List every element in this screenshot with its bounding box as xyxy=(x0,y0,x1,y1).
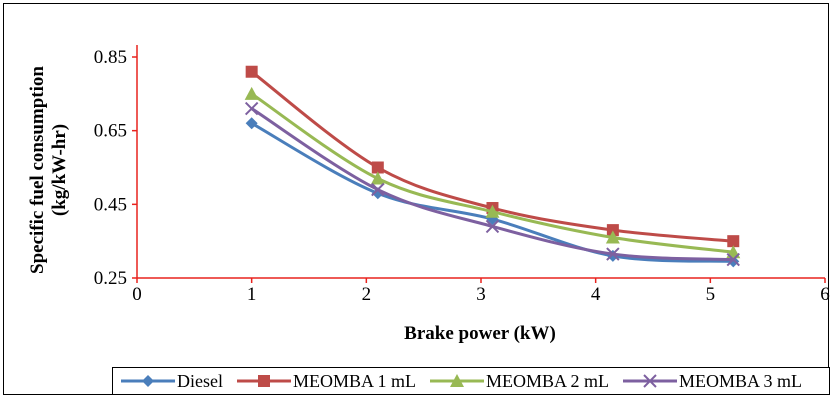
legend-item-meomba-2ml: MEOMBA 2 mL xyxy=(428,371,609,392)
x-tick-label: 0 xyxy=(132,284,142,305)
y-axis-title: Specific fuel consumption (kg/kW-hr) xyxy=(27,66,70,274)
legend-marker xyxy=(450,374,464,387)
data-point xyxy=(727,235,740,248)
series-line xyxy=(250,92,734,254)
data-point xyxy=(244,101,259,116)
series-3 xyxy=(244,101,740,267)
data-point xyxy=(726,252,740,267)
legend-item-meomba-1ml: MEOMBA 1 mL xyxy=(235,371,416,392)
x-tick-label: 1 xyxy=(247,284,257,305)
series-layer xyxy=(244,65,741,268)
legend-swatch-meomba-2ml xyxy=(430,374,484,387)
y-axis-title-line-1: Specific fuel consumption xyxy=(27,66,48,274)
data-point xyxy=(485,219,500,234)
data-point xyxy=(606,224,619,237)
legend-label-diesel: Diesel xyxy=(177,370,223,391)
data-point xyxy=(244,86,259,100)
x-tick-label: 6 xyxy=(820,284,830,305)
legend-swatch-meomba-1ml xyxy=(236,375,291,387)
y-tick-label: 0.85 xyxy=(94,47,127,68)
legend-item-diesel: Diesel xyxy=(119,371,223,392)
x-tick-label: 3 xyxy=(476,284,486,305)
data-point xyxy=(606,247,620,261)
data-point xyxy=(370,171,385,185)
y-tick-label: 0.65 xyxy=(94,121,127,142)
legend-swatch-diesel xyxy=(121,375,175,387)
legend-label-meomba-3ml: MEOMBA 3 mL xyxy=(679,370,803,391)
x-tick-label: 4 xyxy=(591,284,601,305)
data-point xyxy=(485,204,500,218)
axes: 0.25 0.45 0.65 0.85 0 1 2 3 4 5 6 xyxy=(94,45,830,305)
legend: Diesel MEOMBA 1 mL MEOMBA 2 mL MEOMBA 3 … xyxy=(112,367,830,395)
x-tick-label: 2 xyxy=(362,284,372,305)
data-point xyxy=(371,161,384,174)
data-point xyxy=(727,255,740,268)
series-2 xyxy=(244,86,741,259)
legend-swatch-meomba-3ml xyxy=(623,374,678,388)
y-tick-label: 0.45 xyxy=(94,194,127,215)
x-axis-title: Brake power (kW) xyxy=(404,323,556,344)
legend-marker xyxy=(257,375,270,387)
data-point xyxy=(245,65,258,78)
legend-item-meomba-3ml: MEOMBA 3 mL xyxy=(621,371,802,392)
data-point xyxy=(245,117,258,130)
data-point xyxy=(371,182,385,197)
legend-marker xyxy=(142,375,154,387)
y-tick-label: 0.25 xyxy=(94,268,127,289)
legend-marker xyxy=(643,374,657,388)
legend-label-meomba-1ml: MEOMBA 1 mL xyxy=(292,370,416,391)
y-axis-title-line-2: (kg/kW-hr) xyxy=(49,124,70,216)
data-point xyxy=(605,230,620,244)
x-tick-label: 5 xyxy=(706,284,716,305)
legend-label-meomba-2ml: MEOMBA 2 mL xyxy=(486,370,610,391)
